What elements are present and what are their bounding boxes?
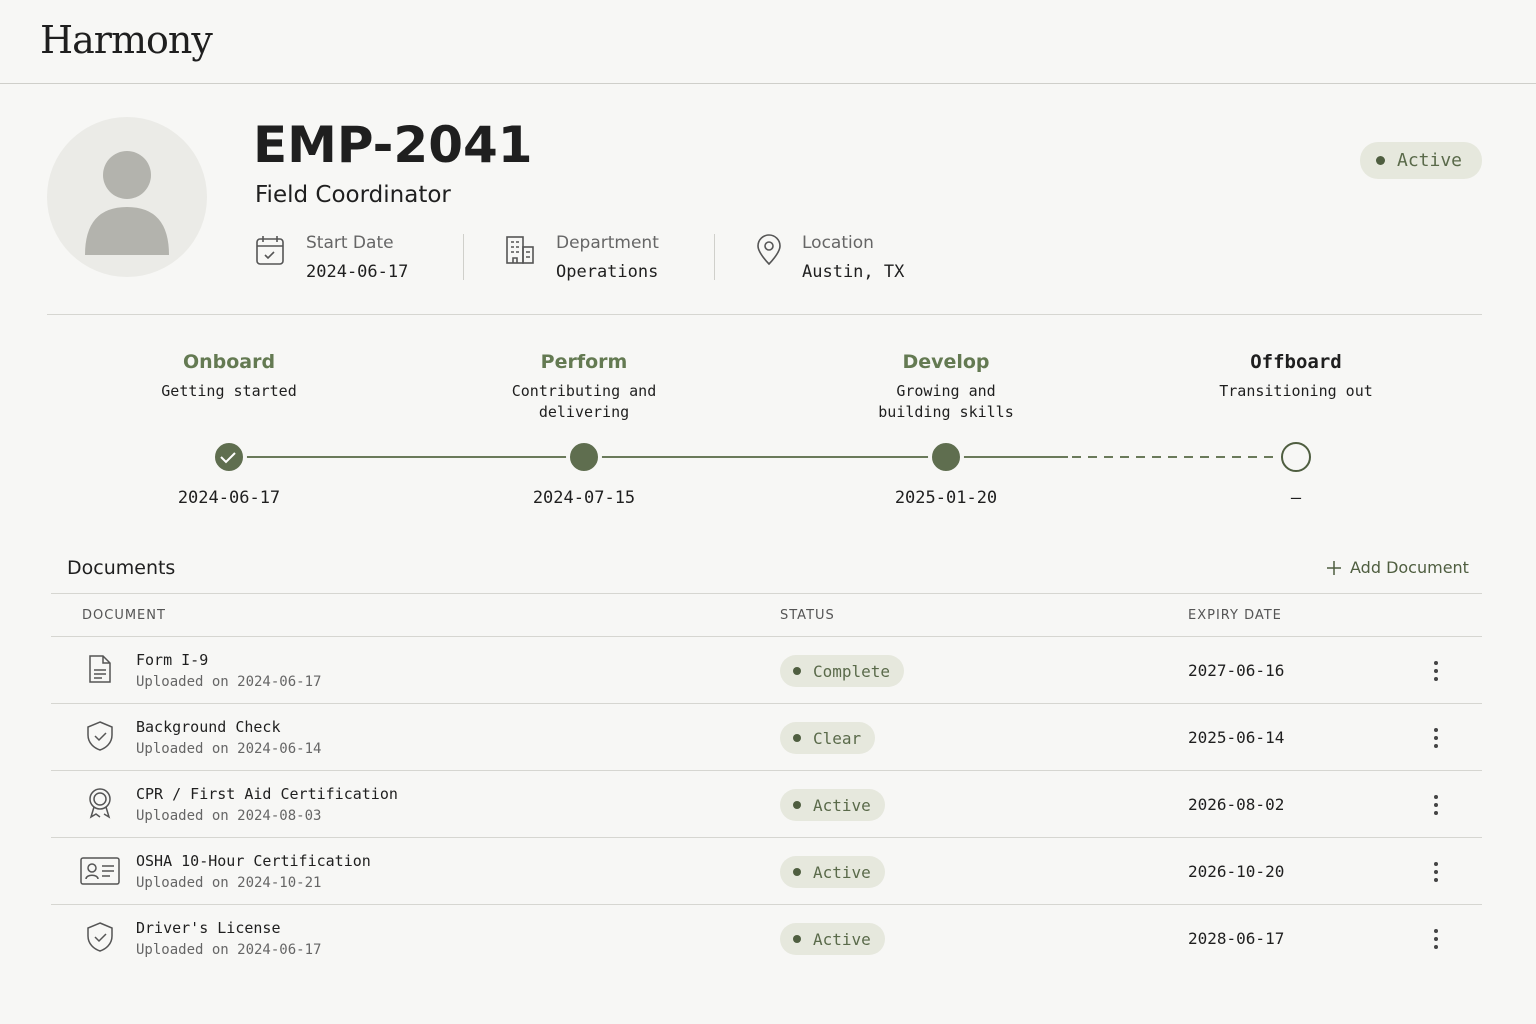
document-icon — [89, 788, 111, 819]
divider — [463, 234, 464, 280]
stage-description: Getting started — [161, 382, 297, 400]
status-dot — [793, 667, 801, 675]
document-uploaded: Uploaded on 2024-10-21 — [136, 875, 322, 891]
stage-date: — — [1290, 488, 1302, 508]
stage-date: 2024-07-15 — [532, 488, 636, 508]
document-uploaded: Uploaded on 2024-06-17 — [136, 942, 322, 958]
section-title: Documents — [67, 557, 176, 579]
expiry-date: 2026-10-20 — [1188, 862, 1285, 881]
document-name: Form I-9 — [136, 651, 209, 669]
row-divider — [51, 904, 1482, 905]
document-uploaded: Uploaded on 2024-06-14 — [136, 741, 322, 757]
document-icon — [80, 857, 120, 885]
status-dot — [793, 734, 801, 742]
row-menu-button[interactable] — [1426, 726, 1446, 750]
document-name: Background Check — [136, 718, 281, 736]
fact-value: Austin, TX — [802, 262, 905, 282]
expiry-date: 2027-06-16 — [1188, 661, 1285, 680]
timeline-track — [211, 439, 1311, 475]
status-dot — [793, 801, 801, 809]
expiry-date: 2025-06-14 — [1188, 728, 1285, 747]
document-name: Driver's License — [136, 919, 281, 937]
status-badge: Active — [780, 789, 885, 821]
row-divider — [51, 703, 1482, 704]
stage-name: Offboard — [1250, 351, 1342, 373]
row-divider — [51, 770, 1482, 771]
add-document-label[interactable]: Add Document — [1350, 558, 1469, 577]
status-text: Active — [813, 929, 871, 949]
fact-label: Department — [556, 233, 659, 253]
status-text: Active — [1397, 150, 1463, 171]
stage-name: Onboard — [182, 351, 276, 373]
status-text: Clear — [813, 728, 862, 748]
stage-name: Perform — [540, 351, 628, 373]
table-rule — [51, 636, 1482, 637]
header-bar — [0, 0, 1536, 84]
status-text: Active — [813, 795, 871, 815]
brand[interactable]: Harmony — [40, 18, 213, 62]
row-divider — [51, 837, 1482, 838]
add-document-button[interactable]: Add Document — [1326, 558, 1469, 577]
status-badge: Active — [1360, 142, 1482, 179]
stage-description: Contributing and delivering — [511, 382, 657, 421]
status-badge: Active — [780, 856, 885, 888]
status-dot — [793, 935, 801, 943]
section-divider — [47, 314, 1482, 315]
stage-description: Growing and building skills — [878, 382, 1014, 421]
expiry-date: 2028-06-17 — [1188, 929, 1285, 948]
employee-id: EMP-2041 — [253, 116, 533, 174]
column-header: STATUS — [780, 608, 835, 623]
row-menu-button[interactable] — [1426, 927, 1446, 951]
status-badge: Complete — [780, 655, 905, 687]
status-dot — [1376, 156, 1385, 165]
status-text: Active — [813, 862, 871, 882]
status-badge: Active — [780, 923, 885, 955]
status-badge: Clear — [780, 722, 876, 754]
document-icon — [89, 655, 111, 683]
column-header: DOCUMENT — [82, 608, 166, 623]
stage-date: 2024-06-17 — [177, 488, 281, 508]
status-dot — [793, 868, 801, 876]
stage-date: 2025-01-20 — [894, 488, 998, 508]
plus-icon — [1327, 560, 1341, 575]
fact-label: Location — [802, 233, 874, 253]
status-text: Complete — [813, 661, 891, 681]
document-uploaded: Uploaded on 2024-06-17 — [136, 674, 322, 690]
row-menu-button[interactable] — [1426, 659, 1446, 683]
fact-value: Operations — [556, 262, 659, 282]
document-icon — [87, 922, 113, 952]
document-uploaded: Uploaded on 2024-08-03 — [136, 808, 322, 824]
calendar-icon — [256, 236, 284, 265]
stage-description: Transitioning out — [1219, 382, 1373, 400]
fact-label: Start Date — [306, 233, 394, 253]
fact-value: 2024-06-17 — [306, 262, 409, 282]
row-menu-button[interactable] — [1426, 860, 1446, 884]
document-name: CPR / First Aid Certification — [136, 785, 398, 803]
expiry-date: 2026-08-02 — [1188, 795, 1285, 814]
stage-name: Develop — [902, 351, 990, 373]
document-icon — [87, 721, 113, 751]
employee-role: Field Coordinator — [255, 182, 451, 208]
divider — [714, 234, 715, 280]
avatar — [47, 117, 207, 277]
location-icon — [757, 234, 781, 266]
document-name: OSHA 10-Hour Certification — [136, 852, 371, 870]
table-rule — [51, 593, 1482, 594]
row-menu-button[interactable] — [1426, 793, 1446, 817]
column-header: EXPIRY DATE — [1188, 608, 1282, 623]
building-icon — [506, 236, 534, 264]
